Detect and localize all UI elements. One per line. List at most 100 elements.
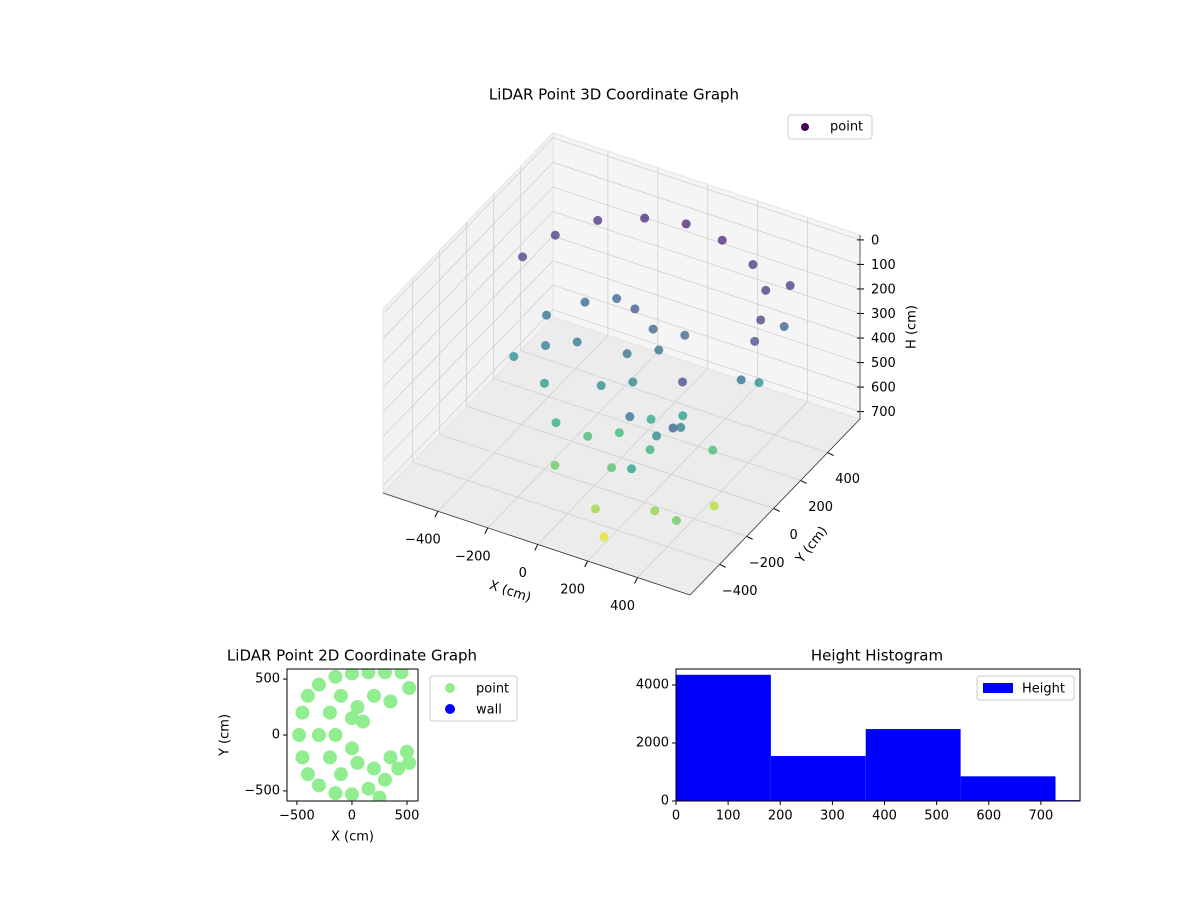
point: [572, 337, 582, 347]
point: [402, 681, 417, 696]
y-tick-label: 200: [808, 500, 833, 515]
x-tick-label: −400: [405, 533, 441, 548]
point: [550, 460, 560, 470]
x-tick-label: 400: [872, 809, 897, 824]
y-axis-label: Y (cm): [218, 714, 233, 757]
legend-marker: [445, 704, 455, 714]
point: [541, 341, 551, 351]
tick-mark: [800, 480, 807, 484]
point: [509, 352, 519, 362]
y-tick-label: 500: [255, 672, 280, 687]
grid-line: [382, 211, 554, 388]
point: [640, 213, 650, 223]
point: [402, 755, 417, 770]
point: [593, 215, 603, 225]
point: [717, 235, 727, 245]
bar: [770, 756, 866, 801]
point: [350, 700, 365, 715]
legend-label: point: [830, 120, 863, 135]
point: [607, 463, 617, 473]
point: [709, 501, 719, 511]
point: [361, 781, 376, 796]
y-tick-label: 400: [835, 472, 860, 487]
x-axis-label: X (cm): [331, 830, 374, 845]
point: [350, 755, 365, 770]
axes-frame: [286, 668, 419, 802]
x-tick-label: 300: [820, 809, 845, 824]
grid-line: [537, 368, 709, 545]
point: [779, 322, 789, 332]
point: [311, 677, 326, 692]
point: [652, 431, 662, 441]
point: [322, 705, 337, 720]
grid-line: [412, 461, 720, 565]
tick-mark: [773, 507, 780, 512]
legend-label: wall: [476, 703, 502, 718]
y-axis-label: Y (cm): [793, 524, 831, 567]
grid-line: [552, 211, 861, 314]
x-tick-label: 0: [348, 809, 356, 824]
z-tick-label: 700: [871, 405, 896, 420]
y-tick-label: 0: [790, 528, 798, 543]
grid-line: [552, 162, 861, 265]
point: [344, 669, 359, 681]
y-tick-label: −400: [722, 584, 758, 599]
point: [646, 414, 656, 424]
legend-box: [787, 114, 873, 140]
point: [333, 767, 348, 782]
point: [681, 219, 691, 229]
chart-title: Height Histogram: [811, 647, 943, 665]
point: [295, 705, 310, 720]
axis-line: [382, 492, 691, 596]
point: [361, 669, 376, 680]
x-tick-label: 500: [395, 809, 420, 824]
x-tick-label: −200: [455, 549, 491, 564]
point: [583, 431, 593, 441]
point: [355, 714, 370, 729]
point: [599, 532, 609, 542]
x-tick-label: −500: [279, 809, 315, 824]
point: [328, 786, 343, 801]
y-tick-label: −500: [244, 783, 280, 798]
grid-line: [382, 260, 554, 437]
point: [383, 750, 398, 765]
point: [627, 464, 637, 474]
y-tick-label: 0: [661, 794, 669, 809]
legend-label: Height: [1022, 682, 1065, 697]
grid-line: [382, 186, 554, 364]
legend-marker: [445, 683, 455, 693]
point: [333, 688, 348, 703]
x-tick-label: 0: [519, 566, 527, 581]
grid-line: [382, 284, 554, 462]
y-tick-label: 0: [272, 728, 280, 743]
x-tick-label: 400: [610, 599, 635, 614]
point: [366, 761, 381, 776]
point: [311, 778, 326, 793]
point: [756, 315, 766, 325]
point: [676, 422, 686, 432]
plot-area: [676, 674, 1080, 801]
point: [596, 381, 606, 391]
grid-line: [587, 384, 758, 562]
grid-line: [493, 378, 801, 481]
plot-area: [292, 669, 417, 801]
point: [650, 506, 660, 516]
z-tick-label: 400: [871, 332, 896, 347]
grid-line: [552, 260, 861, 363]
point: [300, 688, 315, 703]
point: [366, 688, 381, 703]
point: [748, 260, 758, 270]
grid-line: [637, 401, 808, 578]
z-tick-label: 600: [871, 381, 896, 396]
point: [311, 728, 326, 742]
legend-box: [976, 675, 1075, 701]
point: [391, 761, 406, 776]
grid-line: [552, 309, 861, 413]
x-axis-label: X (cm): [487, 578, 533, 606]
point: [671, 516, 681, 526]
x-tick-label: 500: [924, 809, 949, 824]
chart-title: LiDAR Point 3D Coordinate Graph: [489, 86, 739, 104]
x-tick-label: 200: [560, 583, 585, 598]
grid-line: [382, 235, 554, 413]
